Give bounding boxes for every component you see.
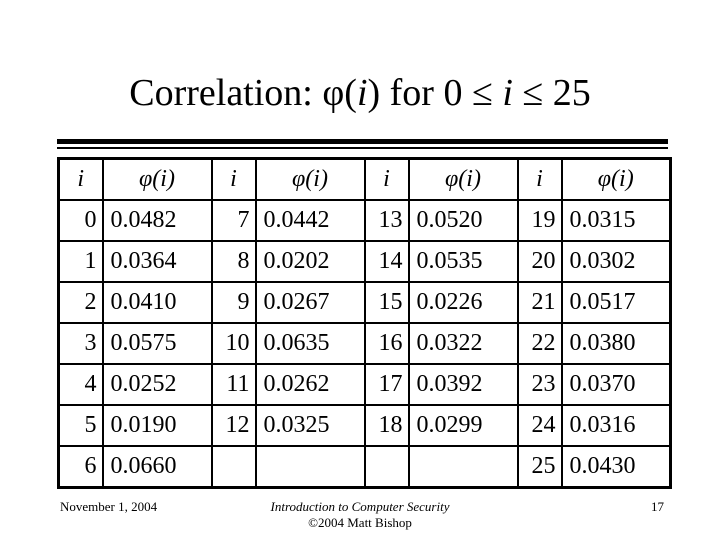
footer-credit: Introduction to Computer Security ©2004 … [0, 499, 720, 532]
table-cell-i: 20 [516, 240, 563, 283]
table-cell-phi: 0.0190 [101, 404, 213, 447]
table-row: 5 0.0190 12 0.0325 18 0.0299 24 0.0316 [57, 404, 672, 447]
table-cell-i: 23 [516, 363, 563, 406]
title-italic-i: i [356, 72, 368, 114]
table-cell-phi: 0.0635 [254, 322, 366, 365]
table-cell-i [363, 445, 410, 489]
table-row: 0 0.0482 7 0.0442 13 0.0520 19 0.0315 [57, 199, 672, 242]
table-cell-phi: 0.0535 [407, 240, 519, 283]
table-cell-i: 7 [210, 199, 257, 242]
table-cell-phi: 0.0202 [254, 240, 366, 283]
separator-thick-line [57, 139, 668, 144]
footer-course-title: Introduction to Computer Security [270, 499, 450, 514]
table-cell-phi [407, 445, 519, 489]
table-cell-phi: 0.0482 [101, 199, 213, 242]
table-cell-phi: 0.0660 [101, 445, 213, 489]
table-cell-phi: 0.0364 [101, 240, 213, 283]
table-cell-phi [254, 445, 366, 489]
table-cell-phi: 0.0302 [560, 240, 672, 283]
title-italic-i: i [502, 72, 513, 114]
table-cell-i: 17 [363, 363, 410, 406]
table-cell-i: 11 [210, 363, 257, 406]
table-header-phi: φ(i) [254, 157, 366, 201]
table-header-phi: φ(i) [560, 157, 672, 201]
table-cell-phi: 0.0430 [560, 445, 672, 489]
footer-date: November 1, 2004 [60, 499, 158, 514]
table-cell-phi: 0.0442 [254, 199, 366, 242]
table-cell-phi: 0.0517 [560, 281, 672, 324]
title-text-part: Correlation: φ( [129, 72, 357, 114]
table-cell-i: 8 [210, 240, 257, 283]
table-header-row: i φ(i) i φ(i) i φ(i) i φ(i) [57, 157, 672, 201]
footer-page-number: 17 [651, 499, 664, 514]
table-header-i: i [57, 157, 104, 201]
table-cell-phi: 0.0267 [254, 281, 366, 324]
footer-copyright: ©2004 Matt Bishop [308, 515, 412, 531]
correlation-table: i φ(i) i φ(i) i φ(i) i φ(i) 0 0.0482 7 0.04… [57, 157, 672, 489]
separator-thin-line [57, 147, 668, 149]
table-cell-i: 5 [57, 404, 104, 447]
table-cell-i: 10 [210, 322, 257, 365]
table-row: 6 0.0660 25 0.0430 [57, 445, 672, 489]
table-cell-i: 22 [516, 322, 563, 365]
table-cell-phi: 0.0226 [407, 281, 519, 324]
slide-title: Correlation: φ(i) for 0 ≤ i ≤ 25 [0, 70, 720, 118]
table-cell-i: 19 [516, 199, 563, 242]
table-cell-i: 24 [516, 404, 563, 447]
table-cell-i: 12 [210, 404, 257, 447]
table-cell-phi: 0.0322 [407, 322, 519, 365]
table-cell-i: 21 [516, 281, 563, 324]
table-cell-i: 14 [363, 240, 410, 283]
title-text-part: ≤ 25 [512, 72, 591, 114]
table-header-phi: φ(i) [407, 157, 519, 201]
table-cell-phi: 0.0370 [560, 363, 672, 406]
table-cell-i [210, 445, 257, 489]
table-cell-i: 0 [57, 199, 104, 242]
table-cell-phi: 0.0315 [560, 199, 672, 242]
title-text-part: ) for 0 ≤ [367, 72, 503, 114]
table-cell-phi: 0.0252 [101, 363, 213, 406]
table-header-phi: φ(i) [101, 157, 213, 201]
table-header-i: i [210, 157, 257, 201]
table-cell-phi: 0.0316 [560, 404, 672, 447]
table-cell-phi: 0.0410 [101, 281, 213, 324]
table-cell-i: 3 [57, 322, 104, 365]
table-cell-i: 6 [57, 445, 104, 489]
table-cell-i: 1 [57, 240, 104, 283]
table-body: 0 0.0482 7 0.0442 13 0.0520 19 0.0315 1 0.0364 8 0.… [57, 199, 672, 489]
table-cell-phi: 0.0299 [407, 404, 519, 447]
table-cell-i: 15 [363, 281, 410, 324]
table-cell-i: 18 [363, 404, 410, 447]
table-cell-i: 2 [57, 281, 104, 324]
table-cell-i: 9 [210, 281, 257, 324]
table-cell-phi: 0.0575 [101, 322, 213, 365]
table-header-i: i [363, 157, 410, 201]
table-cell-i: 13 [363, 199, 410, 242]
table-row: 2 0.0410 9 0.0267 15 0.0226 21 0.0517 [57, 281, 672, 324]
table-cell-phi: 0.0520 [407, 199, 519, 242]
table-cell-i: 4 [57, 363, 104, 406]
table-cell-phi: 0.0392 [407, 363, 519, 406]
table-header-i: i [516, 157, 563, 201]
table-cell-phi: 0.0380 [560, 322, 672, 365]
title-separator [57, 139, 668, 149]
table-row: 4 0.0252 11 0.0262 17 0.0392 23 0.0370 [57, 363, 672, 406]
table-cell-phi: 0.0325 [254, 404, 366, 447]
table-row: 1 0.0364 8 0.0202 14 0.0535 20 0.0302 [57, 240, 672, 283]
table-row: 3 0.0575 10 0.0635 16 0.0322 22 0.0380 [57, 322, 672, 365]
table-cell-phi: 0.0262 [254, 363, 366, 406]
table-cell-i: 25 [516, 445, 563, 489]
table-cell-i: 16 [363, 322, 410, 365]
